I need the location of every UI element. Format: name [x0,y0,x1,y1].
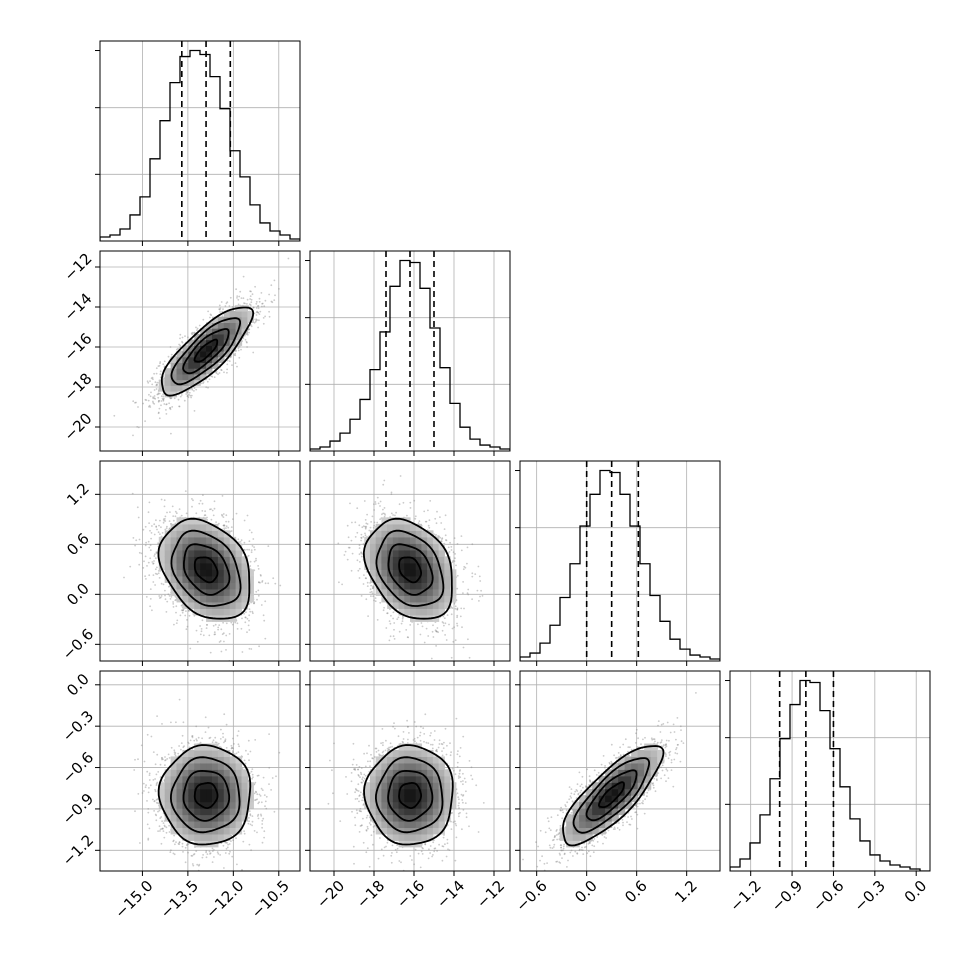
histogram-steps [730,679,930,871]
contour-2 [170,317,241,386]
y-tick-label: −0.6 [59,625,97,663]
contour-3 [562,745,665,847]
contour-0 [193,781,219,810]
panel-frame [729,670,931,872]
x-tick-label: −12.0 [202,877,247,922]
panel-frame [309,250,511,452]
scatter-panel-1-3: −20 −18 −16 −14 −12 [305,670,511,912]
contour-1 [585,769,638,822]
x-tick-label: −0.9 [768,877,806,915]
contour-1 [182,769,231,822]
scatter-panel-2-3: −0.6 0.0 0.6 1.2 [512,670,721,915]
contour-0 [398,781,422,810]
x-tick-label: −12 [473,877,508,912]
contour-2 [375,529,445,607]
x-tick-label: −20 [313,877,348,912]
panel-frame [99,250,301,452]
x-tick-label: −0.3 [850,877,888,915]
x-tick-label: −0.6 [512,877,550,915]
y-tick-label: −16 [60,329,95,364]
contour-3 [362,517,453,620]
contour-1 [182,328,230,375]
contour-2 [169,756,241,834]
x-tick-label: 0.6 [621,877,651,907]
y-tick-label: −0.6 [59,748,97,786]
scatter-panel-0-1: −20 −18 −16 −14 −12 [60,249,301,456]
contour-0 [193,556,219,584]
y-tick-label: 0.0 [63,580,93,610]
x-tick-label: 0.0 [571,877,601,907]
x-tick-label: −13.5 [157,877,202,922]
contour-3 [160,306,255,397]
x-tick-label: −0.6 [809,877,847,915]
panel-frame [519,670,721,872]
contour-3 [363,744,454,846]
contour-3 [157,744,252,846]
x-tick-label: −18 [353,877,388,912]
panel-frame [309,670,511,872]
histogram-panel-1 [305,250,511,456]
y-tick-label: −0.3 [59,707,97,745]
panel-background [730,671,930,871]
contour-2 [374,756,444,834]
scatter-panel-1-2 [305,460,511,666]
y-tick-label: −20 [60,409,95,444]
x-tick-label: 0.0 [901,877,931,907]
scatter-panel-0-3: −1.2−0.9 −0.6−0.3 0.0 −15.0 −13.5 −12.0 −10.5 [59,670,301,922]
histogram-steps [100,49,300,241]
histogram-panel-0 [95,40,301,246]
y-tick-label: 0.0 [63,670,93,700]
contour-1 [387,543,434,596]
panel-frame [99,460,301,662]
histogram-panel-2 [515,460,721,666]
histogram-panel-3: −1.2 −0.9 −0.6 −0.3 0.0 [725,670,931,915]
contour-3 [157,517,251,620]
panel-frame [99,670,301,872]
contour-0 [193,338,219,363]
x-tick-label: −15.0 [111,877,156,922]
x-tick-label: 1.2 [671,877,701,907]
y-tick-label: 0.6 [63,530,93,560]
panel-frame [309,460,511,662]
y-tick-label: −14 [60,289,95,324]
x-tick-label: −14 [433,877,468,912]
panel-background [100,41,300,241]
scatter-panel-0-2: −0.6 0.0 0.6 1.2 [59,460,301,666]
x-tick-label: −10.5 [248,877,293,922]
y-tick-label: −1.2 [59,831,97,869]
histogram-steps [520,469,720,661]
y-tick-label: −18 [60,369,95,404]
contour-1 [183,543,231,596]
y-tick-label: −12 [60,249,95,284]
contour-0 [398,556,422,584]
contour-2 [572,757,650,834]
y-tick-label: 1.2 [63,480,93,510]
contour-2 [170,529,242,607]
panel-frame [519,460,721,662]
contour-1 [387,769,434,822]
panel-frame [99,40,301,242]
y-tick-label: −0.9 [59,790,97,828]
x-tick-label: −16 [393,877,428,912]
x-tick-label: −1.2 [726,877,764,915]
contour-0 [597,781,625,808]
